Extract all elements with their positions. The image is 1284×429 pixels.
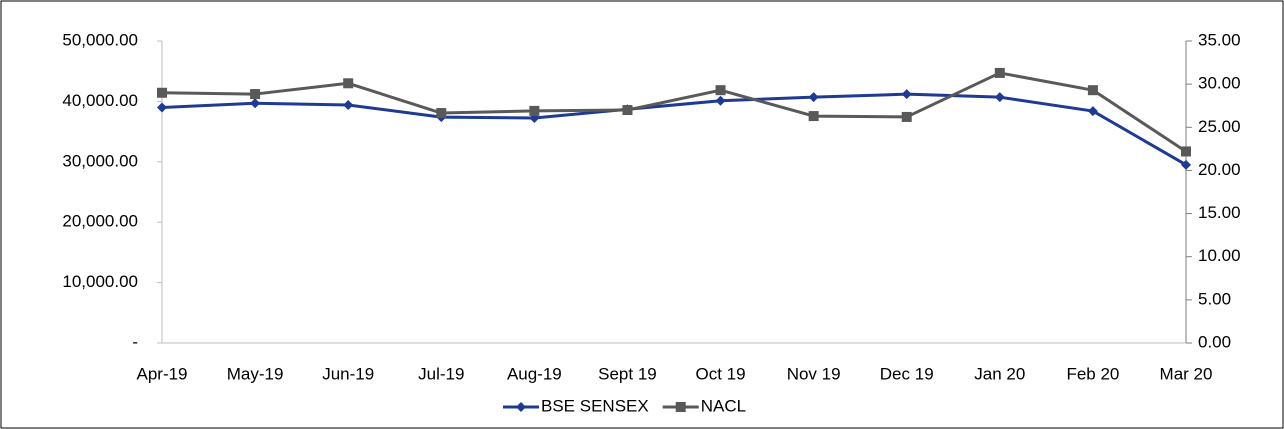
x-tick-label: Aug-19 bbox=[507, 364, 562, 383]
x-tick-label: Feb 20 bbox=[1066, 364, 1119, 383]
y-tick-label: 10,000.00 bbox=[62, 272, 138, 291]
data-point bbox=[343, 78, 354, 89]
y2-tick-label: 20.00 bbox=[1198, 160, 1241, 179]
data-point bbox=[715, 85, 726, 96]
x-tick-label: Nov 19 bbox=[787, 364, 841, 383]
x-tick-label: May-19 bbox=[227, 364, 284, 383]
data-point bbox=[1181, 159, 1191, 170]
data-point bbox=[808, 92, 819, 103]
y2-tick-label: 25.00 bbox=[1198, 117, 1241, 136]
data-point bbox=[157, 87, 167, 98]
data-point bbox=[901, 111, 912, 122]
x-tick-label: Dec 19 bbox=[880, 364, 934, 383]
data-point bbox=[250, 98, 261, 109]
data-point bbox=[994, 92, 1005, 103]
x-tick-label: Sept 19 bbox=[598, 364, 657, 383]
x-tick-label: Jun-19 bbox=[322, 364, 374, 383]
legend-marker bbox=[675, 402, 686, 412]
y2-tick-label: 35.00 bbox=[1198, 30, 1241, 49]
x-tick-label: Jan 20 bbox=[974, 364, 1025, 383]
x-tick-label: Oct 19 bbox=[695, 364, 745, 383]
y2-tick-label: 10.00 bbox=[1198, 246, 1241, 265]
series-line bbox=[161, 71, 1187, 153]
data-point bbox=[1087, 85, 1098, 96]
y-tick-label: - bbox=[132, 332, 138, 351]
data-point bbox=[622, 105, 633, 116]
series-line bbox=[161, 92, 1187, 167]
legend-marker bbox=[516, 402, 526, 412]
x-tick-label: Jul-19 bbox=[418, 364, 464, 383]
data-point bbox=[1087, 106, 1098, 117]
y-tick-label: 40,000.00 bbox=[62, 91, 138, 110]
legend-label: NACL bbox=[701, 396, 746, 415]
y-tick-label: 20,000.00 bbox=[62, 212, 138, 231]
x-tick-label: Mar 20 bbox=[1160, 364, 1213, 383]
y2-tick-label: 15.00 bbox=[1198, 203, 1241, 222]
y2-tick-label: 0.00 bbox=[1198, 332, 1231, 351]
y-tick-label: 30,000.00 bbox=[62, 151, 138, 170]
data-point bbox=[901, 89, 912, 100]
legend-label: BSE SENSEX bbox=[541, 396, 649, 415]
y2-tick-label: 30.00 bbox=[1198, 74, 1241, 93]
y-tick-label: 50,000.00 bbox=[62, 30, 138, 49]
data-point bbox=[250, 89, 261, 100]
data-point bbox=[529, 105, 540, 116]
data-point bbox=[1181, 146, 1191, 157]
data-point bbox=[343, 100, 354, 111]
x-tick-label: Apr-19 bbox=[136, 364, 187, 383]
data-point bbox=[715, 95, 726, 106]
data-point bbox=[994, 67, 1005, 78]
data-point bbox=[157, 102, 167, 113]
data-point bbox=[436, 108, 447, 119]
y2-tick-label: 5.00 bbox=[1198, 289, 1231, 308]
data-point bbox=[808, 111, 819, 122]
